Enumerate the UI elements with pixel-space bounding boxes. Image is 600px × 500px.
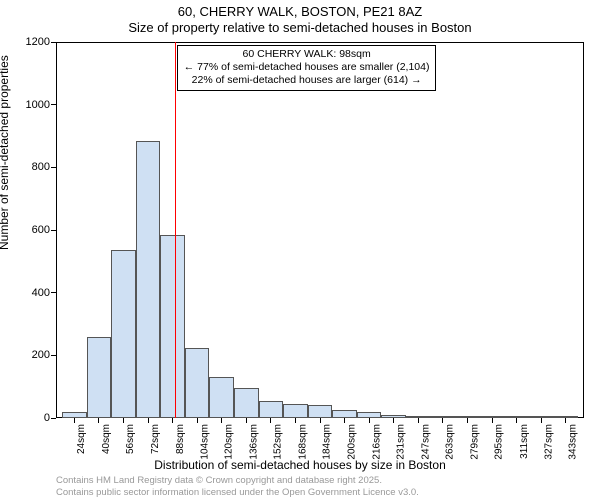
xtick-label: 311sqm xyxy=(519,424,530,459)
histogram-bar xyxy=(259,401,284,418)
xtick-label: 136sqm xyxy=(248,424,259,460)
xtick-mark xyxy=(492,418,493,423)
annotation-box: 60 CHERRY WALK: 98sqm← 77% of semi-detac… xyxy=(177,45,437,90)
title-line-2: Size of property relative to semi-detach… xyxy=(128,20,471,35)
xtick-mark xyxy=(320,418,321,423)
xtick-mark xyxy=(295,418,296,423)
ytick-mark xyxy=(51,230,56,231)
ytick-mark xyxy=(51,104,56,105)
chart-container: 60, CHERRY WALK, BOSTON, PE21 8AZ Size o… xyxy=(0,0,600,500)
plot-area: 24sqm40sqm56sqm72sqm88sqm104sqm120sqm136… xyxy=(56,42,584,418)
xtick-label: 295sqm xyxy=(494,424,505,460)
xtick-label: 152sqm xyxy=(273,424,284,460)
xtick-label: 56sqm xyxy=(125,424,136,454)
xtick-label: 120sqm xyxy=(224,424,235,460)
xtick-mark xyxy=(197,418,198,423)
ytick-mark xyxy=(51,42,56,43)
y-axis-label: Number of semi-detached properties xyxy=(0,55,11,250)
xtick-mark xyxy=(369,418,370,423)
footer-line-2: Contains public sector information licen… xyxy=(56,487,419,498)
histogram-bar xyxy=(308,405,333,418)
xtick-mark xyxy=(98,418,99,423)
y-axis-line xyxy=(56,42,57,418)
annotation-line-3: 22% of semi-detached houses are larger (… xyxy=(192,74,422,86)
xtick-label: 72sqm xyxy=(150,424,161,454)
ytick-mark xyxy=(51,167,56,168)
xtick-label: 168sqm xyxy=(297,424,308,460)
xtick-mark xyxy=(344,418,345,423)
ytick-label: 200 xyxy=(0,349,50,361)
x-axis-label: Distribution of semi-detached houses by … xyxy=(0,458,600,472)
annotation-line-1: 60 CHERRY WALK: 98sqm xyxy=(243,48,371,60)
xtick-mark xyxy=(123,418,124,423)
footer-attribution: Contains HM Land Registry data © Crown c… xyxy=(56,475,419,498)
xtick-label: 343sqm xyxy=(568,424,579,460)
ytick-label: 0 xyxy=(0,412,50,424)
xtick-mark xyxy=(148,418,149,423)
xtick-mark xyxy=(565,418,566,423)
xtick-mark xyxy=(442,418,443,423)
xtick-label: 327sqm xyxy=(543,424,554,460)
xtick-mark xyxy=(467,418,468,423)
histogram-bar xyxy=(111,250,136,418)
chart-title: 60, CHERRY WALK, BOSTON, PE21 8AZ Size o… xyxy=(0,4,600,37)
ytick-mark xyxy=(51,355,56,356)
xtick-mark xyxy=(541,418,542,423)
ytick-label: 400 xyxy=(0,287,50,299)
xtick-label: 184sqm xyxy=(322,424,333,460)
xtick-mark xyxy=(393,418,394,423)
xtick-mark xyxy=(418,418,419,423)
xtick-label: 279sqm xyxy=(469,424,480,460)
xtick-mark xyxy=(74,418,75,423)
xtick-mark xyxy=(516,418,517,423)
top-axis-line xyxy=(56,42,584,43)
ytick-mark xyxy=(51,418,56,419)
histogram-bar xyxy=(160,235,185,418)
ytick-label: 1200 xyxy=(0,36,50,48)
right-axis-line xyxy=(583,42,584,418)
xtick-label: 231sqm xyxy=(396,424,407,460)
ytick-label: 800 xyxy=(0,161,50,173)
histogram-bar xyxy=(136,141,161,418)
xtick-label: 247sqm xyxy=(420,424,431,460)
annotation-line-2: ← 77% of semi-detached houses are smalle… xyxy=(184,61,430,73)
xtick-label: 200sqm xyxy=(347,424,358,460)
histogram-bar xyxy=(332,410,357,418)
xtick-label: 216sqm xyxy=(371,424,382,460)
marker-line xyxy=(175,42,176,418)
xtick-label: 88sqm xyxy=(175,424,186,454)
xtick-mark xyxy=(246,418,247,423)
histogram-bar xyxy=(209,377,234,418)
title-line-1: 60, CHERRY WALK, BOSTON, PE21 8AZ xyxy=(178,4,422,19)
xtick-label: 263sqm xyxy=(445,424,456,460)
xtick-label: 104sqm xyxy=(199,424,210,460)
xtick-label: 24sqm xyxy=(76,424,87,454)
xtick-mark xyxy=(221,418,222,423)
histogram-bar xyxy=(283,404,308,418)
ytick-label: 1000 xyxy=(0,99,50,111)
histogram-bar xyxy=(185,348,210,419)
ytick-mark xyxy=(51,292,56,293)
xtick-label: 40sqm xyxy=(101,424,112,454)
xtick-mark xyxy=(270,418,271,423)
footer-line-1: Contains HM Land Registry data © Crown c… xyxy=(56,475,382,486)
histogram-bar xyxy=(87,337,112,418)
xtick-mark xyxy=(172,418,173,423)
ytick-label: 600 xyxy=(0,224,50,236)
histogram-bar xyxy=(234,388,259,418)
